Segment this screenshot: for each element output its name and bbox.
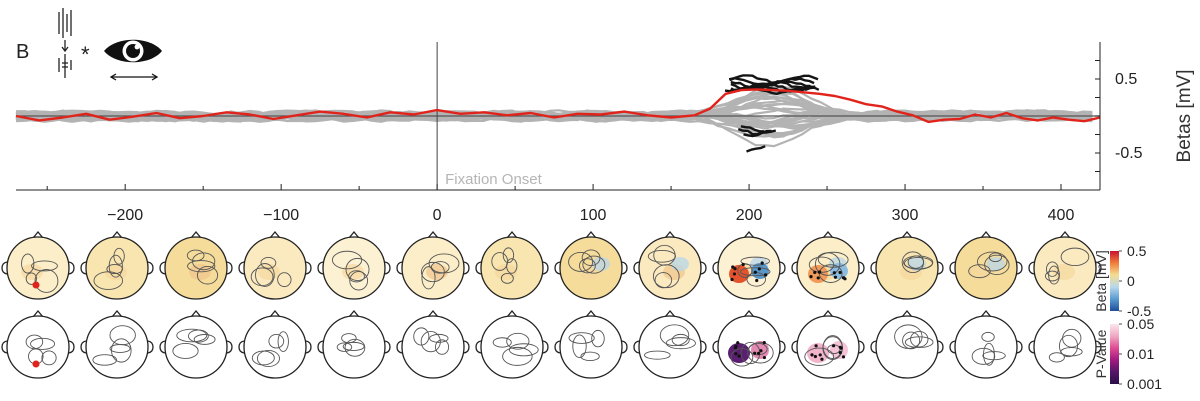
beta-topoplot <box>317 230 391 300</box>
pvalue-topoplot <box>317 309 391 379</box>
highlighted-series <box>15 88 1101 124</box>
significant-trace <box>729 85 820 95</box>
colorbar-tick-label: 0.01 <box>1127 346 1154 362</box>
line-plot: Fixation Onset −200 −100 0 100 200 300 400 0.5… <box>15 42 1195 224</box>
beta-topoplot <box>159 230 233 300</box>
colorbar-tick-label: 0.05 <box>1127 316 1154 332</box>
beta-topoplot <box>475 230 549 300</box>
x-tick-label: 100 <box>580 207 607 224</box>
beta-topoplot <box>870 230 944 300</box>
series-line <box>15 88 1101 124</box>
topoplot-grid <box>1 230 1102 379</box>
colorbar-tick-label: 0.001 <box>1127 376 1162 392</box>
colorbar-title: Beta [mV] <box>1093 250 1109 311</box>
colorbar-tick-label: 0 <box>1127 273 1135 289</box>
beta-topoplot <box>80 230 154 300</box>
beta-topoplot <box>949 230 1023 300</box>
beta-topoplot <box>396 230 470 300</box>
y-tick-label: 0.5 <box>1115 71 1137 88</box>
colorbar-tick-label: -0.5 <box>1127 303 1151 319</box>
pvalue-topoplot <box>791 309 865 379</box>
beta-topoplot <box>554 230 628 300</box>
pvalue-topoplot <box>712 309 786 379</box>
significant-trace <box>740 125 765 133</box>
y-tick-label: -0.5 <box>1115 145 1143 162</box>
pvalue-topoplot <box>238 309 312 379</box>
fixation-onset-label: Fixation Onset <box>445 171 543 188</box>
pvalue-topoplot <box>949 309 1023 379</box>
beta-topoplot <box>238 230 312 300</box>
x-tick-label: 200 <box>736 207 763 224</box>
significant-trace <box>746 145 766 153</box>
stimulus-icon <box>58 8 72 78</box>
significant-trace <box>743 129 772 138</box>
selected-electrode <box>32 281 40 289</box>
colorbar-tick-label: 0.5 <box>1127 243 1147 259</box>
x-tick-label: −200 <box>107 207 143 224</box>
selected-electrode <box>32 360 40 368</box>
colorbar <box>1110 324 1119 384</box>
y-axis-label: Betas [mV] <box>1174 70 1195 163</box>
pvalue-topoplot <box>554 309 628 379</box>
beta-topoplot <box>791 230 865 300</box>
pvalue-topoplot <box>1028 309 1102 379</box>
colorbar-title: P-Value <box>1093 329 1109 378</box>
pvalue-topoplot <box>1 309 75 379</box>
x-tick-label: 300 <box>892 207 919 224</box>
pvalue-topoplot <box>80 309 154 379</box>
pvalue-topoplot <box>475 309 549 379</box>
colorbars: 0.5 0 -0.5 Beta [mV] 0.05 0.01 0.001 P-Value <box>1093 243 1162 392</box>
pvalue-topoplot <box>396 309 470 379</box>
pvalue-topoplot <box>633 309 707 379</box>
beta-topoplot <box>1028 230 1102 300</box>
panel-letter: B <box>16 41 29 63</box>
beta-topoplot <box>1 230 75 300</box>
background-trace <box>15 84 1093 122</box>
eye-icon <box>104 39 162 81</box>
y-axis: 0.5 -0.5 <box>1095 42 1143 190</box>
x-tick-label: 400 <box>1048 207 1075 224</box>
colorbar <box>1110 251 1119 311</box>
x-axis: −200 −100 0 100 200 300 400 <box>16 184 1100 224</box>
x-tick-label: −100 <box>263 207 299 224</box>
beta-topoplot <box>712 230 786 300</box>
x-tick-label: 0 <box>433 207 442 224</box>
pvalue-topoplot <box>159 309 233 379</box>
beta-topoplot <box>633 230 707 300</box>
pvalue-topoplot <box>870 309 944 379</box>
asterisk-icon: * <box>81 42 90 67</box>
